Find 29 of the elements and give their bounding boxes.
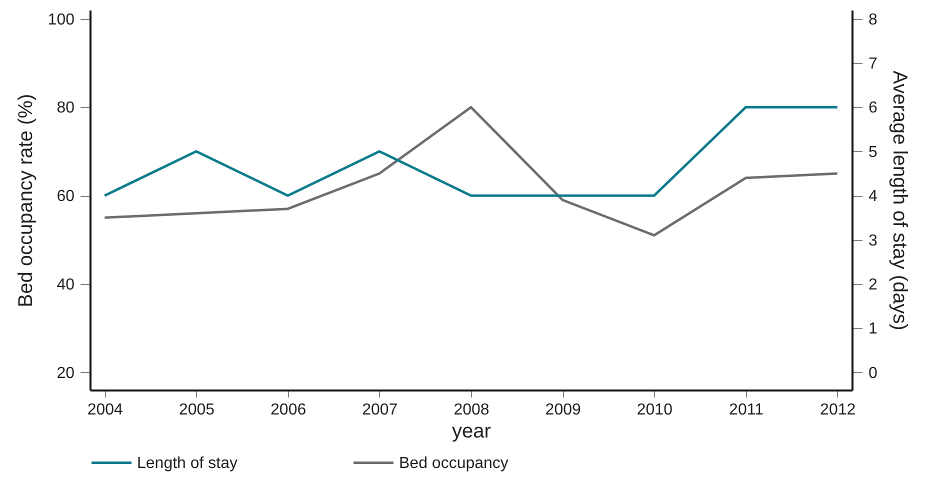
y2-axis-title: Average length of stay (days) [888, 70, 910, 330]
y-tick-label: 80 [56, 100, 75, 117]
x-tick-label: 2009 [545, 402, 581, 418]
y2-tick-label: 7 [868, 56, 878, 73]
y-axis-title: Bed occupancy rate (%) [14, 94, 37, 308]
y-tick-label: 20 [56, 364, 75, 382]
x-tick-label: 2005 [178, 402, 215, 418]
line-series [103, 106, 839, 237]
y2-tick-label: 6 [868, 100, 878, 117]
x-tick-label: 2011 [729, 402, 764, 418]
x-tick-label: 2006 [270, 402, 306, 418]
y2-tick-label: 4 [868, 188, 878, 206]
y2-tick-label: 8 [868, 11, 878, 28]
y-tick-label: 100 [48, 11, 75, 28]
x-tick-label: 2012 [820, 402, 856, 418]
x-tick-label: 2008 [454, 402, 490, 418]
y2-tick-label: 1 [868, 320, 878, 338]
y2-tick-label: 3 [868, 232, 878, 250]
y2-tick-label: 2 [868, 276, 878, 294]
x-tick-label: 2010 [636, 402, 673, 418]
legend-label: Length of stay [137, 454, 238, 472]
y-tick-label: 60 [56, 188, 75, 206]
legend-label: Bed occupancy [399, 454, 508, 472]
x-tick-label: 2007 [362, 402, 398, 418]
x-tick-label: 2004 [87, 402, 124, 418]
y-tick-label: 40 [56, 276, 75, 294]
y2-tick-label: 5 [868, 144, 878, 161]
y2-tick-label: 0 [868, 364, 878, 382]
x-axis-title: year [452, 420, 492, 442]
